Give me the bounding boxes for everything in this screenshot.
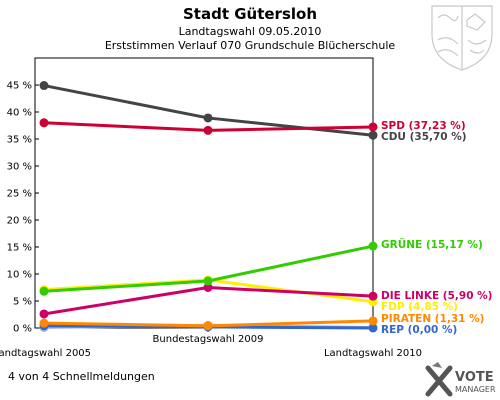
data-point [39,309,49,319]
x-tick-label: Bundestagswahl 2009 [153,334,264,345]
y-tick-label: 40 % [7,108,32,119]
data-point [203,113,213,123]
x-tick-label: Landtagswahl 2010 [324,348,422,359]
data-point [368,130,378,140]
series-label: REP (0,00 %) [381,324,457,336]
series-labels: SPD (37,23 %)CDU (35,70 %) GRÜNE (15,17 %… [381,120,492,336]
data-point [39,81,49,91]
y-tick-label: 15 % [7,243,32,254]
chart-subtitle-2: Erststimmen Verlauf 070 Grundschule Blüc… [105,39,396,52]
data-point [203,276,213,286]
y-tick-label: 10 % [7,270,32,281]
data-point [39,318,49,328]
data-point [39,286,49,296]
coat-of-arms-icon [431,5,493,71]
series-label: GRÜNE (15,17 %) [381,237,483,251]
data-point [203,283,213,292]
y-tick-label: 0 % [13,324,32,335]
x-tick-label: Landtagswahl 2005 [0,348,91,359]
data-point [368,291,378,301]
y-axis: 0 % 5 % 10 % 15 % 20 % 25 % 30 % 35 % 40 % 45 % [7,81,39,335]
x-axis: Landtagswahl 2005 Bundestagswahl 2009 Land… [0,328,422,359]
data-point [368,122,378,132]
y-tick-label: 35 % [7,135,32,146]
y-tick-label: 45 % [7,81,32,92]
data-point [39,118,49,128]
y-tick-label: 25 % [7,189,32,200]
vote-manager-logo: VOTE MANAGER [425,362,496,397]
y-tick-label: 30 % [7,162,32,173]
data-point [203,125,213,135]
footer-note: 4 von 4 Schnellmeldungen [8,370,155,383]
chart-title: Stadt Gütersloh [183,5,317,23]
y-tick-label: 20 % [7,216,32,227]
data-point [368,323,378,333]
data-point [368,241,378,251]
y-tick-label: 5 % [13,297,32,308]
series-label: CDU (35,70 %) [381,131,467,143]
logo-text: VOTE [455,370,494,385]
logo-subtext: MANAGER [455,385,496,394]
data-point [368,316,378,326]
series-label: PIRATEN (1,31 %) [381,313,484,325]
series-label: FDP (4,85 %) [381,301,458,313]
chart-subtitle: Landtagswahl 09.05.2010 [179,25,322,38]
series-label: DIE LINKE (5,90 %) [381,290,492,302]
data-point [203,321,213,331]
series-label: SPD (37,23 %) [381,120,466,132]
series-points [39,81,378,333]
